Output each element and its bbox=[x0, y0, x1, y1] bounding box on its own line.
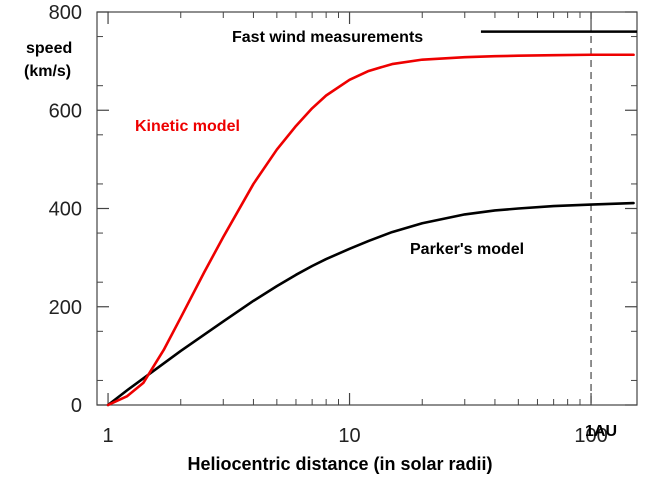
parker-model-line bbox=[106, 201, 635, 407]
y-ticks: 0 200 400 600 800 bbox=[49, 2, 637, 417]
x-axis-title: Heliocentric distance (in solar radii) bbox=[187, 454, 492, 474]
y-tick-label: 800 bbox=[49, 2, 82, 24]
y-tick-label: 0 bbox=[71, 395, 82, 417]
x-tick-label: 100 bbox=[574, 425, 607, 447]
y-tick-label: 400 bbox=[49, 199, 82, 221]
fast-wind-label: Fast wind measurements bbox=[232, 29, 423, 46]
y-tick-label: 200 bbox=[49, 297, 82, 319]
x-ticks: 1 10 100 bbox=[102, 12, 608, 447]
y-axis-title-line1: speed bbox=[26, 40, 72, 57]
kinetic-model-label: Kinetic model bbox=[135, 118, 240, 135]
kinetic-model-line bbox=[106, 53, 635, 407]
parker-model-label: Parker's model bbox=[410, 241, 524, 258]
y-axis-title-line2: (km/s) bbox=[24, 63, 71, 80]
au-label: 1AU bbox=[585, 423, 617, 440]
y-tick-label: 600 bbox=[49, 100, 82, 122]
x-tick-label: 10 bbox=[338, 425, 360, 447]
x-tick-label: 1 bbox=[102, 425, 113, 447]
series-group bbox=[106, 53, 635, 407]
